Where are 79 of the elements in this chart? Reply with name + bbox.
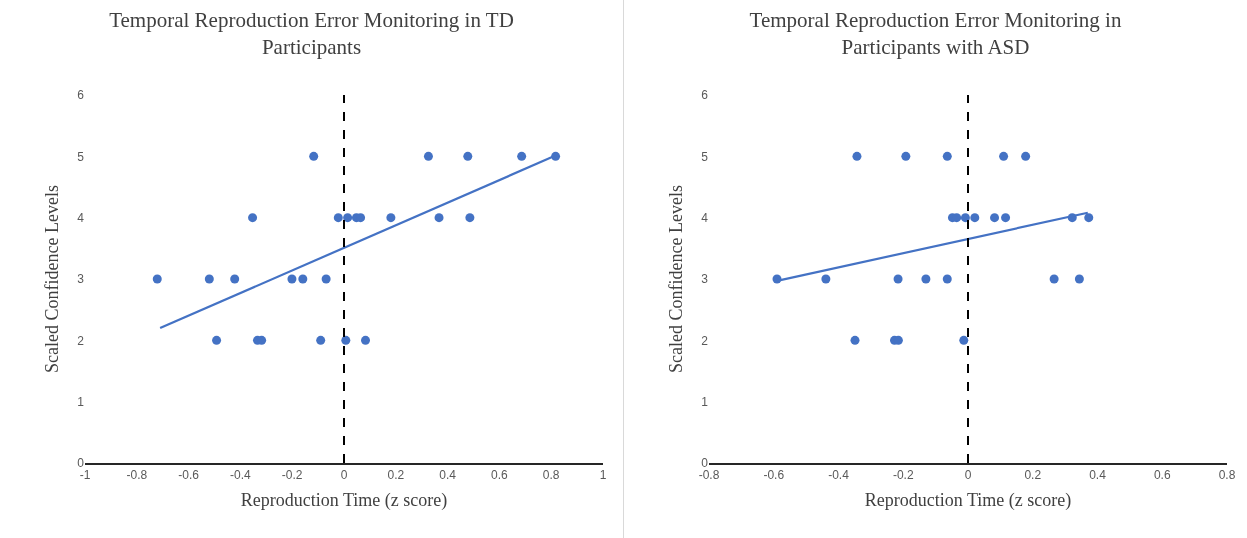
x-tick-label: -0.6: [763, 468, 785, 483]
point: [942, 274, 952, 284]
point: [434, 213, 444, 223]
point: [287, 274, 297, 284]
y-tick-label: 0: [77, 456, 85, 471]
x-tick-label: 0: [340, 468, 348, 483]
y-tick-label: 5: [77, 149, 85, 164]
point: [821, 274, 831, 284]
x-tick-label: 0.8: [1218, 468, 1236, 483]
point: [959, 335, 969, 345]
point: [465, 213, 475, 223]
point: [463, 151, 473, 161]
point: [423, 151, 433, 161]
point: [893, 274, 903, 284]
point: [999, 151, 1009, 161]
point: [204, 274, 214, 284]
x-tick-label: 1: [599, 468, 607, 483]
point: [970, 213, 980, 223]
point: [316, 335, 326, 345]
point: [921, 274, 931, 284]
x-tick-label: -0.2: [281, 468, 303, 483]
point: [1001, 213, 1011, 223]
point: [298, 274, 308, 284]
x-tick-label: 0.6: [491, 468, 509, 483]
point: [333, 213, 343, 223]
x-tick-label: 0.8: [542, 468, 560, 483]
y-tick-label: 4: [701, 210, 709, 225]
point: [248, 213, 258, 223]
point: [386, 213, 396, 223]
x-tick-label: 0.4: [439, 468, 457, 483]
y-tick-label: 3: [701, 272, 709, 287]
x-tick-label: -0.8: [126, 468, 148, 483]
x-tick-label: -0.4: [230, 468, 252, 483]
y-tick-label: 6: [77, 88, 85, 103]
chart-title: Temporal Reproduction Error Monitoring in TD Participants: [109, 7, 514, 60]
point: [1084, 213, 1094, 223]
point: [361, 335, 370, 345]
y-tick-label: 0: [701, 456, 709, 471]
point: [551, 151, 561, 161]
y-axis-title: Scaled Confidence Levels: [41, 185, 62, 373]
x-tick-label: 0.4: [1089, 468, 1107, 483]
point: [1021, 151, 1031, 161]
x-tick-label: -0.2: [892, 468, 914, 483]
y-tick-label: 3: [77, 272, 85, 287]
point: [321, 274, 331, 284]
y-tick-label: 1: [701, 394, 709, 409]
x-tick-label: 0: [964, 468, 972, 483]
x-tick-label: 0.2: [1024, 468, 1042, 483]
y-tick-label: 2: [77, 333, 85, 348]
y-tick-label: 4: [77, 210, 85, 225]
point: [152, 274, 162, 284]
x-tick-label: -1: [79, 468, 91, 483]
x-tick-label: -0.8: [698, 468, 720, 483]
point: [341, 335, 351, 345]
y-axis-title: Scaled Confidence Levels: [665, 185, 686, 373]
point: [960, 213, 970, 223]
point: [852, 151, 862, 161]
point: [212, 335, 222, 345]
point: [309, 151, 319, 161]
point: [1074, 274, 1084, 284]
chart-title: Temporal Reproduction Error Monitoring in Participants with ASD: [749, 7, 1122, 60]
y-tick-label: 5: [701, 149, 709, 164]
x-tick-label: 0.6: [1153, 468, 1171, 483]
point: [990, 213, 1000, 223]
point: [901, 151, 911, 161]
x-tick-label: -0.6: [178, 468, 200, 483]
point: [942, 151, 952, 161]
x-tick-label: -0.4: [828, 468, 850, 483]
x-axis-title: Reproduction Time (z score): [864, 489, 1072, 511]
x-tick-label: 0.2: [387, 468, 405, 483]
point: [517, 151, 527, 161]
point: [230, 274, 240, 284]
x-axis-title: Reproduction Time (z score): [240, 489, 448, 511]
point: [343, 213, 353, 223]
point: [850, 335, 860, 345]
y-tick-label: 2: [701, 333, 709, 348]
point: [1049, 274, 1059, 284]
y-tick-label: 1: [77, 394, 85, 409]
y-tick-label: 6: [701, 88, 709, 103]
